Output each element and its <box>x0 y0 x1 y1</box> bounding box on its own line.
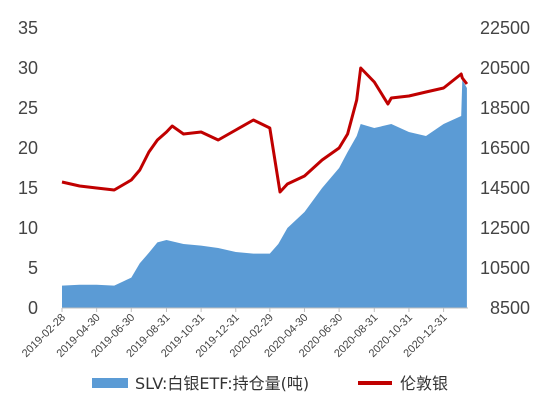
y-right-tick-label: 22500 <box>480 18 530 38</box>
y-left-tick-label: 20 <box>18 138 38 158</box>
legend: SLV:白银ETF:持仓量(吨) 伦敦银 <box>92 374 448 393</box>
y-left-tick-label: 10 <box>18 218 38 238</box>
legend-swatch-area <box>92 378 128 388</box>
y-right-tick-label: 20500 <box>480 58 530 78</box>
legend-label-area: SLV:白银ETF:持仓量(吨) <box>135 374 309 393</box>
y-left-tick-label: 15 <box>18 178 38 198</box>
y-right-tick-label: 14500 <box>480 178 530 198</box>
y-right-tick-label: 18500 <box>480 98 530 118</box>
y-left-tick-label: 0 <box>28 298 38 318</box>
series-area-slv-holdings <box>62 80 467 308</box>
y-left-tick-label: 5 <box>28 258 38 278</box>
y-left-tick-label: 30 <box>18 58 38 78</box>
y-right-tick-label: 12500 <box>480 218 530 238</box>
y-right-tick-label: 10500 <box>480 258 530 278</box>
plot-area <box>61 66 469 308</box>
y-left-tick-label: 35 <box>18 18 38 38</box>
legend-label-line: 伦敦银 <box>400 374 448 393</box>
y-right-tick-label: 16500 <box>480 138 530 158</box>
series-line-london-silver <box>61 66 469 194</box>
y-left-tick-label: 25 <box>18 98 38 118</box>
y-right-tick-label: 8500 <box>490 298 530 318</box>
